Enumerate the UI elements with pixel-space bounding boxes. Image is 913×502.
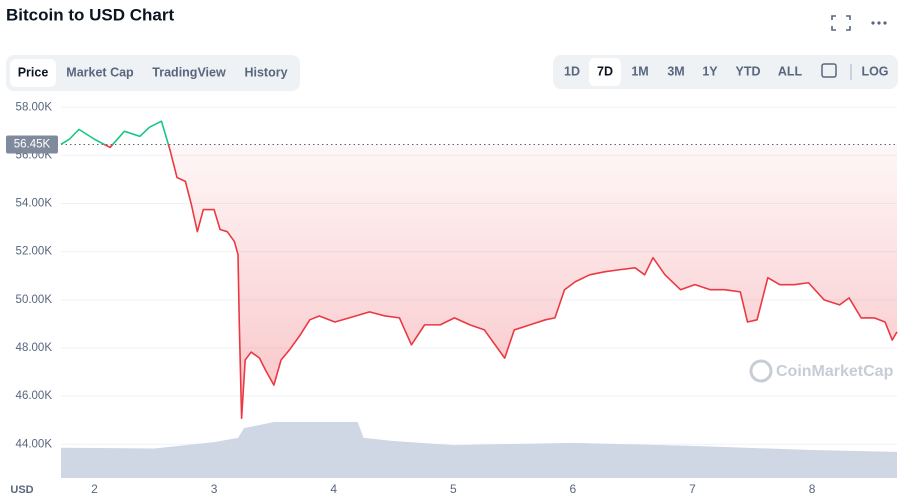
range-button[interactable]: YTD — [736, 64, 761, 78]
x-tick-label: 6 — [570, 482, 577, 496]
title: Bitcoin to USD Chart — [6, 5, 174, 24]
x-tick-label: 4 — [330, 482, 337, 496]
tab-active-bg — [10, 59, 56, 87]
log-button[interactable]: LOG — [861, 64, 888, 78]
range-button[interactable]: 3M — [667, 64, 684, 78]
ui: Price Market Cap TradingView History 1D 7D 1M 3… — [10, 58, 889, 87]
area-fill — [104, 144, 897, 419]
y-tick-label: 58.00K — [16, 101, 53, 113]
range-button[interactable]: ALL — [778, 64, 803, 78]
range-button[interactable]: 7D — [597, 64, 613, 78]
tab[interactable]: TradingView — [152, 65, 226, 79]
range-button[interactable]: 1M — [631, 64, 648, 78]
range-button[interactable]: 1D — [564, 64, 580, 78]
x-tick-label: 7 — [689, 482, 696, 496]
tab[interactable]: Price — [18, 65, 49, 79]
x-tick-label: 8 — [809, 482, 816, 496]
range-button[interactable]: 1Y — [702, 64, 718, 78]
volume-area — [61, 422, 897, 478]
y-tick-label: 46.00K — [16, 390, 53, 402]
watermark-logo — [749, 359, 773, 383]
tab[interactable]: Market Cap — [66, 65, 134, 79]
y-tick-label: 52.00K — [16, 246, 53, 258]
y-tick-label: 48.00K — [16, 342, 53, 354]
range-bar — [553, 55, 898, 89]
range-active-bg — [589, 58, 621, 86]
x-tick-label: 5 — [450, 482, 457, 496]
x-tick-label: 3 — [211, 482, 218, 496]
price-line — [60, 120, 898, 420]
y-tick-label: 54.00K — [16, 198, 53, 210]
tab-bar — [6, 55, 300, 91]
watermark: CoinMarketCap — [776, 363, 894, 380]
reference-label: 56.45K — [14, 139, 51, 151]
fullscreen-icon[interactable] — [831, 15, 851, 31]
y-tick-label: 44.00K — [16, 438, 53, 450]
more-icon[interactable] — [871, 21, 887, 25]
y-axis-unit: USD — [10, 484, 33, 496]
calendar-icon[interactable] — [821, 63, 837, 78]
reference-label-bg — [6, 135, 58, 154]
x-tick-label: 2 — [91, 482, 98, 496]
y-tick-label: 50.00K — [16, 294, 53, 306]
plot: 44.00K46.00K48.00K50.00K52.00K54.00K56.0… — [6, 101, 898, 496]
tab[interactable]: History — [244, 65, 287, 79]
